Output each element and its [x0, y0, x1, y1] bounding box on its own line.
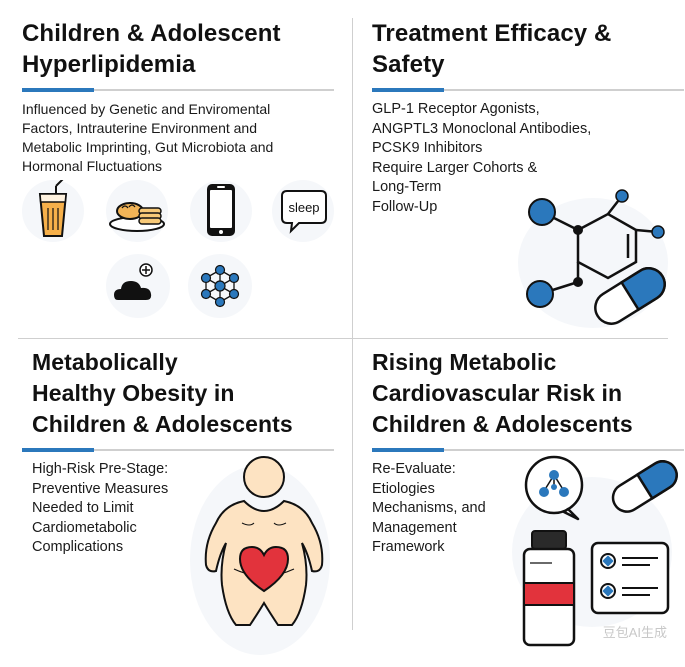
body-line: Cardiometabolic	[32, 519, 137, 536]
body-line: Mechanisms, and	[372, 500, 486, 516]
medicine-bottle-icon	[522, 530, 576, 647]
smartphone-icon	[190, 180, 252, 242]
watermark: 豆包AI生成	[602, 625, 667, 640]
body-line: GLP-1 Receptor Agonists,	[372, 101, 540, 117]
body-line: Follow-Up	[372, 198, 438, 215]
sleep-bubble-icon: sleep	[272, 180, 334, 242]
title-line: Metabolically	[32, 349, 178, 375]
body-line: Re-Evaluate:	[372, 461, 456, 477]
title-line: Healthy Obesity in	[32, 380, 235, 406]
capsule-icon	[594, 267, 666, 325]
sleep-label: sleep	[288, 200, 319, 215]
title-line: Children & Adolescent	[22, 20, 281, 47]
network-chat-icon	[524, 455, 584, 521]
quadrant-body: Re-Evaluate: Etiologies Mechanisms, and …	[372, 460, 685, 558]
quadrant-cardiovascular-risk: Rising Metabolic Cardiovascular Risk in …	[372, 347, 685, 667]
body-line: Needed to Limit	[32, 500, 134, 516]
quadrant-body: High-Risk Pre-Stage: Preventive Measures…	[22, 460, 342, 558]
quadrant-title: Rising Metabolic Cardiovascular Risk in …	[372, 347, 685, 440]
body-line: ANGPTL3 Monoclonal Antibodies,	[372, 120, 592, 137]
quadrant-title: Metabolically Healthy Obesity in Childre…	[22, 347, 342, 440]
body-line: Management	[372, 519, 457, 536]
title-underline	[22, 448, 334, 452]
microbiota-network-icon	[188, 254, 252, 318]
horizontal-divider	[18, 338, 668, 339]
body-line: PCSK9 Inhibitors	[372, 140, 483, 156]
body-line: Preventive Measures	[32, 480, 169, 497]
quadrant-healthy-obesity: Metabolically Healthy Obesity in Childre…	[22, 347, 342, 667]
body-line: Etiologies	[372, 480, 435, 497]
body-line: Factors, Intrauterine Environment and	[22, 120, 258, 136]
title-line: Treatment Efficacy &	[372, 20, 612, 47]
quadrant-hyperlipidemia: Children & Adolescent Hyperlipidemia Inf…	[22, 18, 342, 338]
body-line: Hormonal Fluctuations	[22, 158, 163, 174]
quadrant-treatment: Treatment Efficacy & Safety GLP-1 Recept…	[372, 18, 685, 338]
quadrant-title: Treatment Efficacy & Safety	[372, 18, 685, 80]
title-underline	[372, 448, 684, 452]
pancakes-icon	[106, 180, 168, 242]
title-line: Hyperlipidemia	[22, 51, 196, 78]
title-line: Children & Adolescents	[32, 411, 293, 437]
body-line: Framework	[372, 539, 445, 555]
body-line: High-Risk Pre-Stage:	[32, 461, 169, 477]
vertical-divider	[352, 18, 353, 630]
capsule-icon	[611, 460, 678, 513]
title-underline	[372, 88, 684, 92]
title-line: Children & Adolescents	[372, 411, 633, 437]
checklist-icon	[590, 541, 670, 615]
quadrant-body: GLP-1 Receptor Agonists, ANGPTL3 Monoclo…	[372, 100, 685, 217]
body-figure-icon	[204, 456, 324, 626]
quadrant-body: Influenced by Genetic and Enviromental F…	[22, 100, 342, 176]
risk-illustration	[522, 455, 678, 647]
title-line: Safety	[372, 51, 445, 78]
body-line: Metabolic Imprinting, Gut Microbiota and	[22, 139, 274, 155]
body-line: Require Larger Cohorts &	[372, 159, 538, 176]
cloud-plus-icon	[106, 254, 170, 318]
body-line: Complications	[32, 539, 124, 555]
body-line: Long-Term	[372, 179, 442, 195]
heart-icon	[238, 545, 290, 593]
molecule-icon	[526, 189, 666, 325]
body-line: Influenced by Genetic and Enviromental	[22, 101, 271, 117]
title-line: Cardiovascular Risk in	[372, 380, 623, 406]
title-line: Rising Metabolic	[372, 349, 557, 375]
title-underline	[22, 88, 334, 92]
quadrant-title: Children & Adolescent Hyperlipidemia	[22, 18, 342, 80]
juice-cup-icon	[22, 180, 84, 242]
